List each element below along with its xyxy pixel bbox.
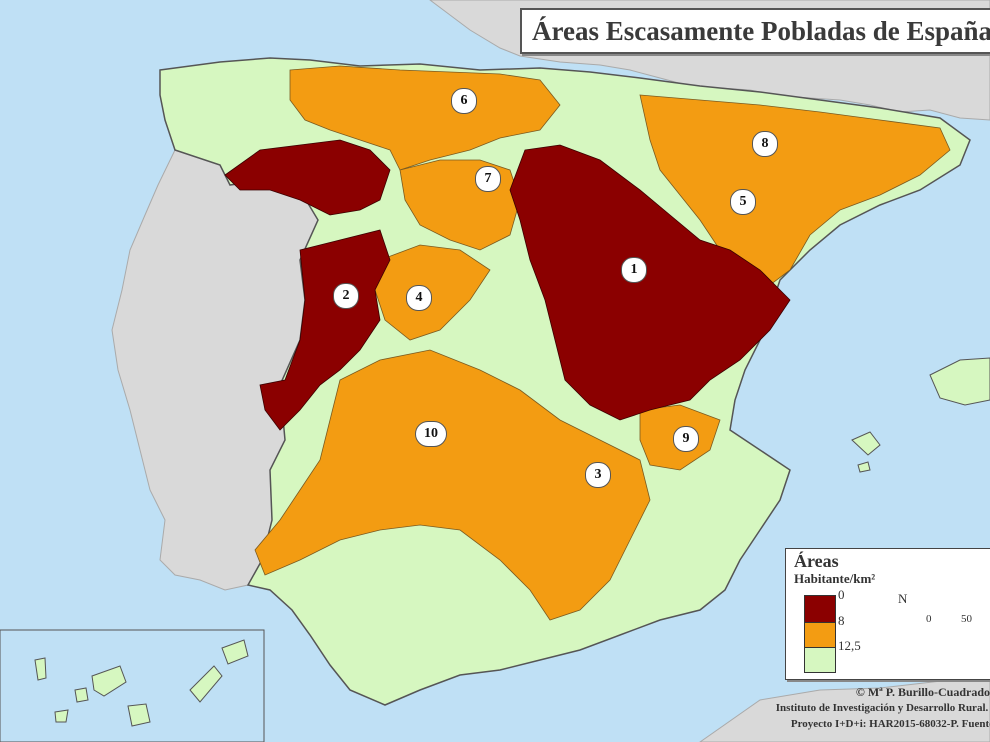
- legend: Áreas Habitante/km² 0 8 12,5 N 0 50: [785, 548, 990, 680]
- island-la-palma: [34, 657, 47, 681]
- red-areas: [224, 139, 791, 431]
- area-label-6[interactable]: 6: [451, 88, 477, 114]
- orange-area-north: [289, 65, 561, 171]
- legend-swatch-low: [804, 595, 836, 623]
- legend-swatch-mid: [804, 622, 836, 648]
- red-area-1: [509, 144, 791, 421]
- area-label-2[interactable]: 2: [333, 283, 359, 309]
- africa-land: [699, 675, 990, 742]
- area-label-10[interactable]: 10: [415, 421, 447, 447]
- balearic-islands: [851, 357, 990, 473]
- legend-break-1: 8: [838, 613, 845, 628]
- credits-author: © Mª P. Burillo-Cuadrado. 2: [855, 685, 990, 699]
- area-label-1[interactable]: 1: [621, 257, 647, 283]
- red-area-northwest: [224, 139, 391, 216]
- island-el-hierro: [54, 709, 69, 723]
- area-label-8[interactable]: 8: [752, 131, 778, 157]
- legend-subtitle: Habitante/km²: [794, 571, 876, 586]
- orange-area-ebro: [639, 94, 951, 286]
- area-label-9[interactable]: 9: [673, 426, 699, 452]
- credits: © Mª P. Burillo-Cuadrado. 2 Instituto de…: [742, 684, 990, 732]
- legend-break-0: 0: [838, 587, 845, 602]
- area-label-7[interactable]: 7: [475, 166, 501, 192]
- island-gran-canaria: [127, 703, 151, 727]
- scale-label-50: 50: [961, 613, 972, 625]
- red-area-2: [259, 229, 391, 431]
- area-label-4[interactable]: 4: [406, 285, 432, 311]
- island-fuerteventura: [189, 665, 223, 703]
- orange-area-south: [254, 349, 651, 621]
- map-title: Áreas Escasamente Pobladas de España: [520, 8, 990, 54]
- mallorca: [929, 357, 990, 406]
- orange-area-central: [374, 244, 491, 341]
- canary-islands: [34, 639, 249, 727]
- credits-project: Proyecto I+D+i: HAR2015-68032-P. Fuentes…: [790, 718, 990, 730]
- area-label-5[interactable]: 5: [730, 189, 756, 215]
- scale-label-0: 0: [926, 613, 932, 625]
- island-la-gomera: [74, 687, 89, 703]
- north-label: N: [898, 591, 908, 606]
- ibiza: [851, 431, 881, 456]
- credits-institute: Instituto de Investigación y Desarrollo …: [775, 702, 990, 714]
- island-lanzarote: [221, 639, 249, 665]
- legend-swatch-high: [804, 647, 836, 673]
- island-tenerife: [91, 665, 127, 697]
- legend-break-2: 12,5: [838, 638, 861, 653]
- area-label-3[interactable]: 3: [585, 462, 611, 488]
- formentera: [857, 461, 871, 473]
- legend-title: Áreas: [794, 551, 839, 571]
